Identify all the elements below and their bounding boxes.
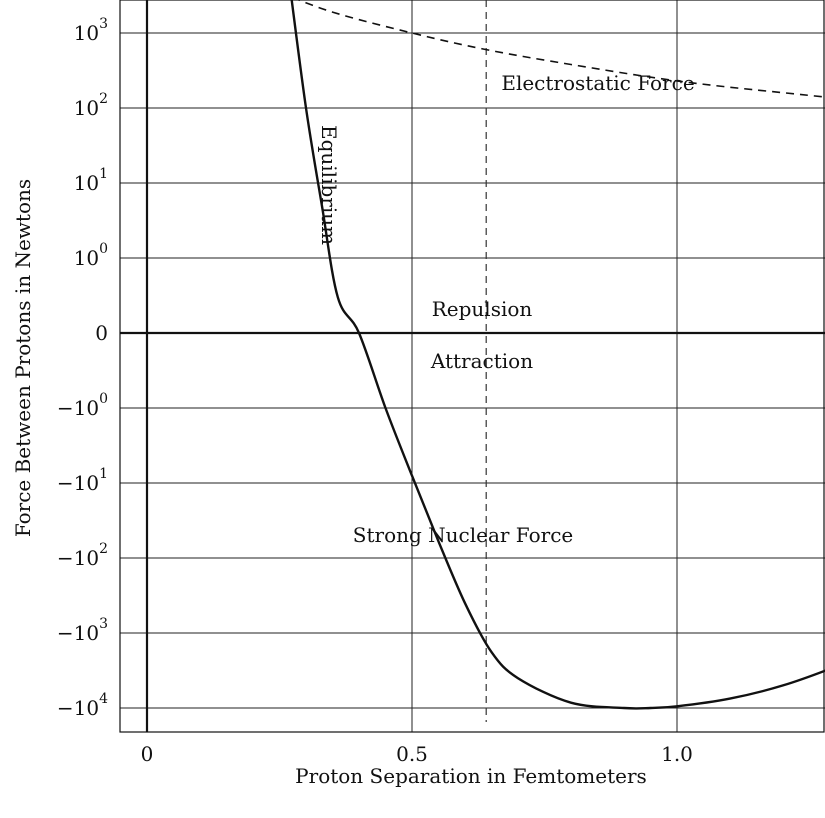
y-tick-label: −100 — [57, 391, 108, 420]
x-tick-label: 1.0 — [661, 742, 693, 766]
x-tick-labels: 00.51.01.52.02.5 — [141, 742, 693, 766]
y-tick-label: 0 — [95, 321, 108, 345]
x-axis-title: Proton Separation in Femtometers — [295, 764, 647, 788]
electrostatic-force-label: Electrostatic Force — [501, 71, 694, 95]
electrostatic-force-line — [296, 0, 825, 98]
y-tick-label: −101 — [57, 466, 108, 495]
y-tick-label: −102 — [57, 541, 108, 570]
y-tick-label: −103 — [57, 616, 108, 645]
strong-nuclear-force-label: Strong Nuclear Force — [353, 523, 573, 547]
y-axis-title: Force Between Protons in Newtons — [11, 179, 35, 537]
y-tick-labels: 103 102 101 100 0 −100 −101 −102 −103 −104 — [57, 16, 108, 720]
y-tick-label: 101 — [74, 166, 108, 195]
plot-frame — [119, 0, 825, 733]
y-tick-label: 103 — [74, 16, 108, 45]
equilibrium-label: Equilibrium — [317, 125, 341, 245]
y-gridlines — [120, 32, 825, 709]
y-tick-label: −104 — [57, 691, 108, 720]
repulsion-label: Repulsion — [432, 297, 533, 321]
axes — [119, 0, 825, 733]
y-tick-label: 100 — [74, 241, 108, 270]
x-gridlines — [411, 0, 678, 732]
attraction-label: Attraction — [430, 349, 533, 373]
strong-nuclear-force-line — [290, 0, 825, 710]
x-tick-label: 0 — [141, 742, 154, 766]
y-tick-label: 102 — [74, 91, 108, 120]
x-tick-label: 0.5 — [396, 742, 428, 766]
series-layer — [290, 0, 825, 722]
